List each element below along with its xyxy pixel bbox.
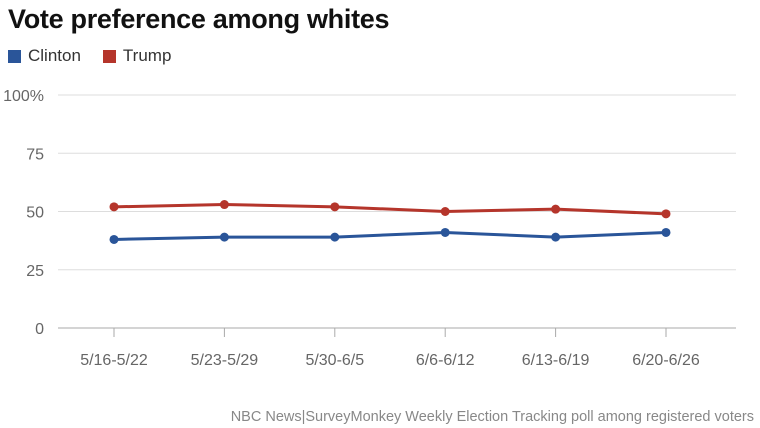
- data-point-clinton: [109, 234, 119, 244]
- line-chart: 0 25 50 75 100% 5/16-5/22 5/23-5/29 5/30-6/5 6/…: [3, 88, 736, 369]
- data-point-trump: [219, 200, 229, 210]
- data-point-trump: [440, 207, 450, 216]
- legend-item-clinton: Clinton: [8, 46, 81, 66]
- x-tick-label: 5/16-5/22: [80, 352, 148, 369]
- series-line-trump: [112, 203, 668, 216]
- x-axis-ticks: 5/16-5/22 5/23-5/29 5/30-6/5 6/6-6/12 6/13-6…: [80, 328, 700, 369]
- y-tick-label: 25: [26, 263, 44, 280]
- legend: Clinton Trump: [8, 46, 193, 66]
- x-tick-label: 6/20-6/26: [632, 352, 700, 369]
- data-point-trump: [661, 209, 671, 219]
- data-point-trump: [551, 204, 561, 214]
- data-point-clinton: [440, 227, 450, 237]
- x-tick-label: 5/30-6/5: [305, 352, 364, 369]
- legend-item-trump: Trump: [102, 46, 172, 66]
- series-group: [109, 200, 671, 244]
- y-tick-label: 50: [26, 205, 44, 222]
- data-point-trump: [109, 202, 119, 212]
- x-tick-label: 5/23-5/29: [191, 352, 259, 369]
- legend-swatch-clinton: [8, 49, 21, 63]
- legend-swatch-trump: [102, 49, 116, 63]
- series-line-clinton: [112, 230, 668, 241]
- legend-label-clinton: Clinton: [28, 46, 81, 65]
- y-tick-label: 100%: [3, 88, 44, 105]
- data-point-clinton: [551, 232, 561, 242]
- legend-label-trump: Trump: [122, 46, 172, 65]
- data-point-clinton: [219, 232, 229, 242]
- y-tick-label: 75: [26, 146, 44, 163]
- data-point-trump: [330, 202, 340, 212]
- data-point-clinton: [661, 227, 671, 237]
- y-axis-ticks: 0 25 50 75 100%: [3, 88, 44, 338]
- x-tick-label: 6/13-6/19: [522, 352, 590, 369]
- source-note: NBC News|SurveyMonkey Weekly Election Tr…: [230, 409, 754, 425]
- chart-title: Vote preference among whites: [8, 4, 390, 34]
- y-tick-label: 0: [35, 321, 44, 338]
- data-point-clinton: [330, 232, 340, 242]
- x-tick-label: 6/6-6/12: [416, 352, 475, 369]
